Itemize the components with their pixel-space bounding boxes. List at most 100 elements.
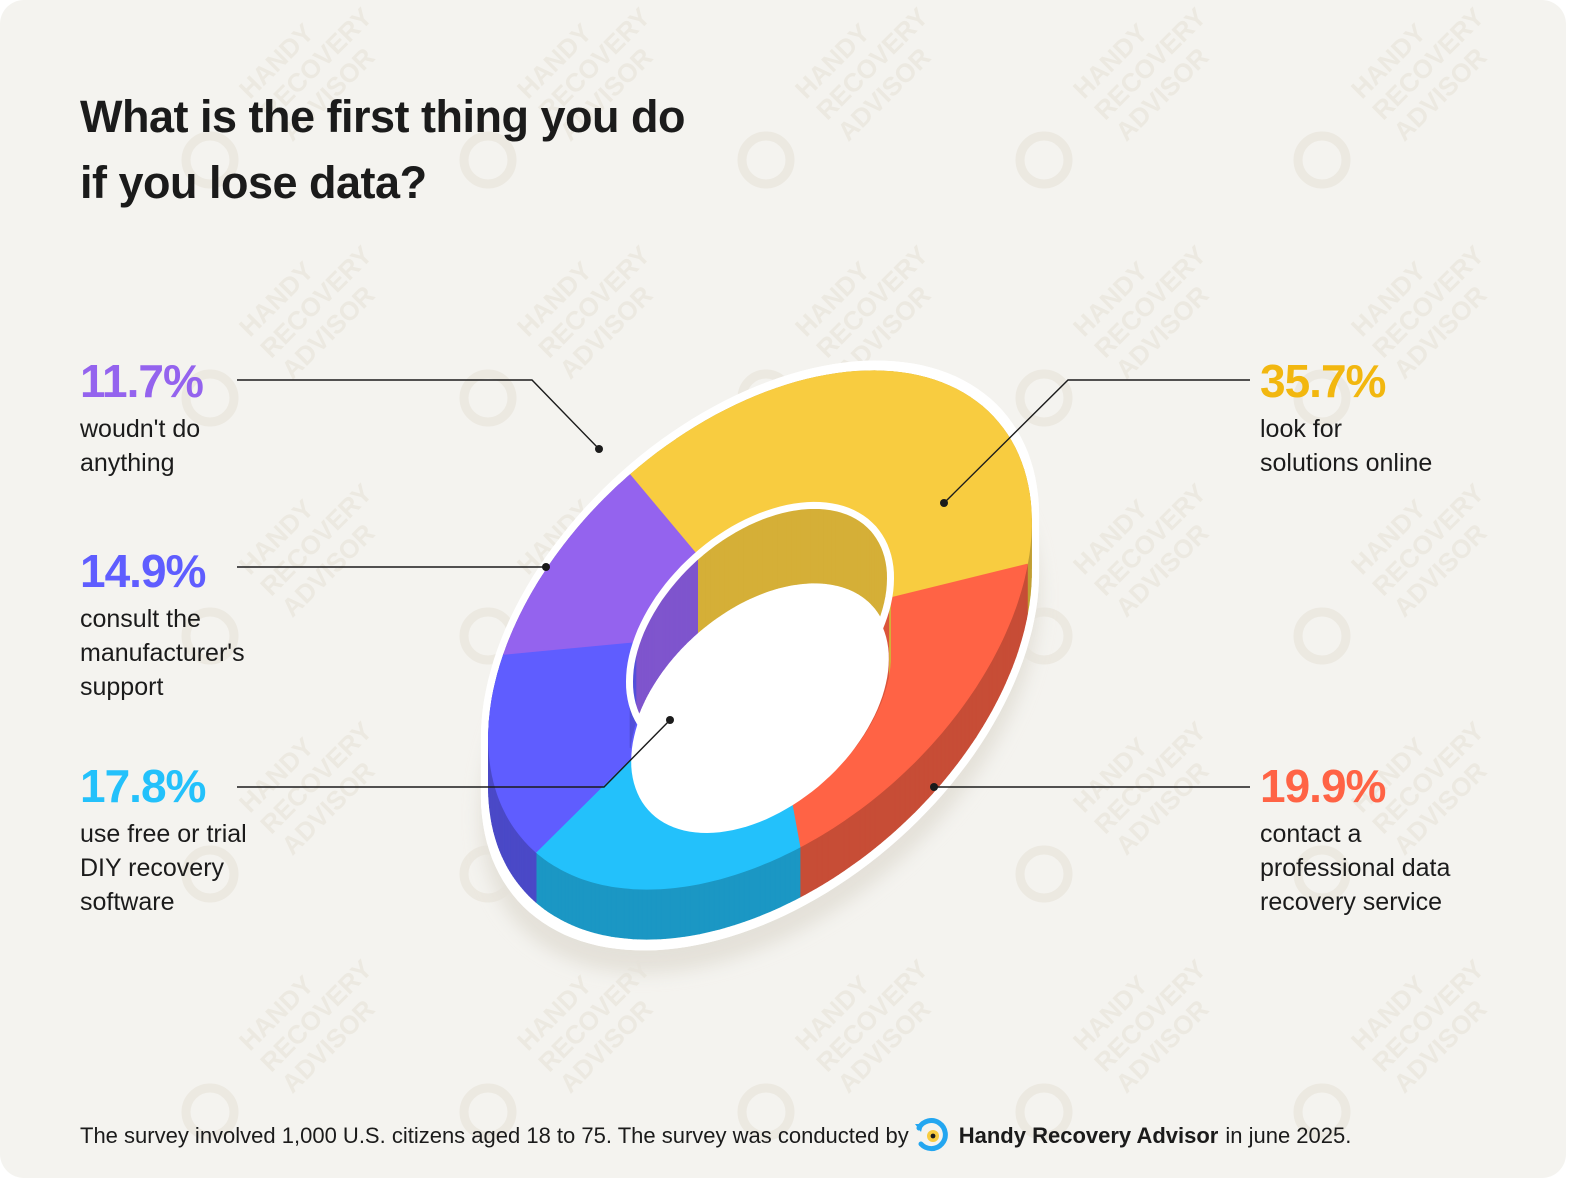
slice-outer-wall [738, 870, 745, 924]
slice-outer-wall [684, 885, 691, 937]
handy-recovery-advisor-logo-icon [914, 1118, 948, 1152]
slice-outer-wall [952, 712, 958, 769]
slice-outer-wall [890, 779, 896, 836]
slice-inner-wall [733, 526, 740, 608]
slice-inner-wall [767, 511, 774, 592]
slice-outer-wall [703, 881, 710, 934]
slice-inner-wall [710, 540, 716, 623]
leader-dot-contact-a-professional-data-recovery-service [930, 783, 938, 791]
slice-inner-wall [843, 509, 848, 590]
donut-hole [631, 587, 889, 833]
slice-inner-wall [757, 515, 764, 596]
slice-outer-wall [944, 722, 950, 779]
slice-outer-wall [964, 697, 970, 754]
infographic-card: HANDY RECOVERY ADVISOR HANDY RECOVERY ADVISOR… [0, 0, 1566, 1178]
slice-inner-wall [782, 507, 788, 588]
slice-outer-wall [602, 884, 608, 936]
slice-outer-wall [936, 732, 942, 789]
slice-outer-wall [909, 761, 916, 818]
slice-outer-wall [894, 775, 901, 831]
chart-outline-band [1034, 552, 1037, 620]
slice-outer-wall [769, 858, 776, 912]
slice-outer-wall [669, 887, 676, 939]
leader-line-use-free-or-trial-diy-recovery-software [237, 719, 671, 788]
footer-note: The survey involved 1,000 U.S. citizens … [80, 1118, 1351, 1154]
chart-outline-band [1032, 562, 1035, 631]
chart-title: What is the first thing you do if you lo… [80, 91, 685, 208]
slice-outer-wall [655, 888, 662, 940]
slice-outer-wall [743, 869, 750, 922]
slice-outer-wall [774, 856, 781, 910]
slice-outer-wall [619, 886, 625, 939]
slice-outer-wall [880, 788, 886, 844]
chart-outline-band [483, 691, 486, 759]
slice-outer-wall [598, 883, 604, 936]
slice-outer-wall [968, 691, 973, 749]
slice-outer-wall [779, 854, 786, 908]
footer-date: in june 2025. [1225, 1123, 1352, 1148]
slice-outer-wall [764, 861, 771, 915]
slice-outer-wall [698, 882, 705, 935]
slice-outer-wall [859, 804, 866, 860]
slice-inner-wall [839, 508, 845, 588]
slice-outer-wall [623, 887, 630, 939]
slice-outer-wall [665, 887, 671, 939]
slice-outer-wall [832, 823, 839, 879]
chart-outline-band [1033, 468, 1036, 535]
slice-outer-wall [564, 870, 569, 924]
slice-inner-wall [796, 505, 802, 585]
slice-outer-wall [899, 770, 906, 827]
slice-inner-wall [738, 523, 745, 605]
slice-outer-wall [689, 884, 695, 936]
chart-outline-band [481, 711, 483, 779]
slice-outer-wall [590, 881, 596, 934]
slice-outer-wall [789, 849, 796, 903]
slice-outer-wall [718, 877, 725, 930]
slice-outer-wall [848, 812, 855, 868]
slice-inner-wall [743, 521, 749, 603]
slice-outer-wall [854, 808, 861, 864]
slice-outer-wall [560, 868, 566, 922]
slice-outer-wall [606, 884, 612, 937]
chart-outline-band [1036, 486, 1038, 553]
slice-outer-wall [586, 879, 592, 932]
leader-dot-consult-the-manufacturer-s-support [542, 563, 550, 571]
slice-inner-wall [701, 547, 707, 630]
slice-inner-wall [728, 528, 735, 611]
slice-outer-wall [864, 800, 871, 856]
leader-line-woudn-t-do-anything [237, 379, 600, 450]
value-label-solutions-online: 35.7% [1260, 355, 1386, 407]
slice-outer-wall [713, 878, 720, 931]
slice-outer-wall [794, 846, 801, 901]
slice-outer-wall [554, 865, 559, 918]
slice-outer-wall [914, 756, 920, 813]
slice-inner-wall [847, 510, 852, 591]
footer-text: The survey involved 1,000 U.S. citizens … [80, 1123, 909, 1148]
slice-inner-wall [823, 505, 829, 585]
chart-outline-band [482, 701, 484, 769]
slice-outer-wall [843, 816, 850, 872]
slice-outer-wall [674, 886, 681, 938]
chart-outline-band [1036, 542, 1038, 610]
label-consult-manufacturer: 14.9% consult the manufacturer's support [80, 548, 245, 704]
slice-inner-wall [791, 506, 798, 586]
value-label-wouldnt-do-anything: 11.7% [80, 355, 204, 407]
category-label-consult-manufacturer: consult the manufacturer's support [80, 605, 245, 701]
slice-inner-wall [805, 504, 812, 584]
slice-inner-wall [786, 506, 793, 587]
chart-outline-band [484, 776, 487, 843]
slice-outer-wall [821, 830, 829, 886]
value-label-diy-software: 17.8% [80, 760, 206, 812]
slice-outer-wall [571, 874, 577, 927]
slice-outer-wall [948, 717, 954, 774]
slice-outer-wall [582, 878, 588, 931]
slice-inner-wall [814, 504, 820, 584]
chart-outline-band [1037, 532, 1039, 600]
slice-inner-wall [827, 505, 833, 585]
slice-inner-wall [831, 506, 837, 586]
slice-outer-wall [646, 888, 652, 940]
chart-outline-band [485, 680, 488, 749]
slice-outer-wall [885, 784, 891, 840]
slice-outer-wall [956, 707, 962, 764]
slice-outer-wall [805, 840, 812, 895]
